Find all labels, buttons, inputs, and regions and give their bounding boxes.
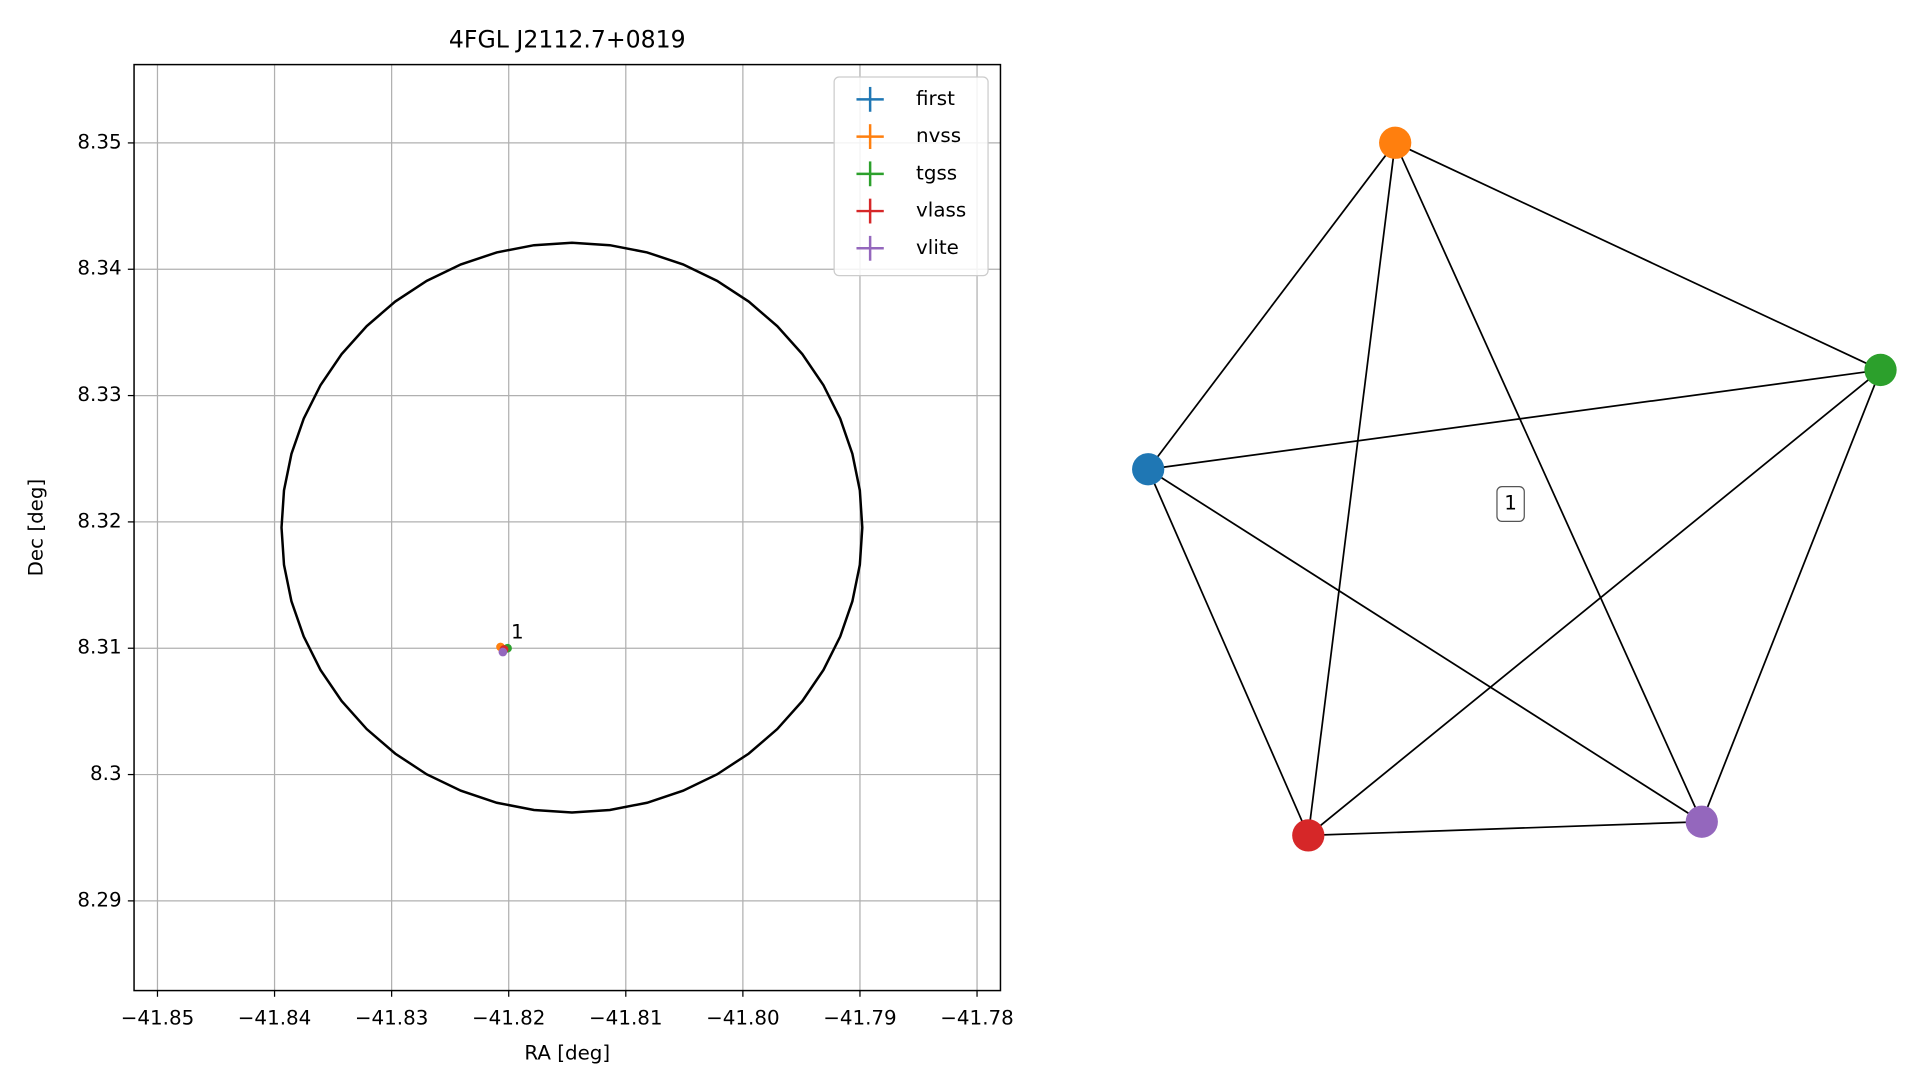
graph-label: 1 xyxy=(1504,492,1517,515)
node xyxy=(1132,453,1165,486)
node xyxy=(1292,819,1325,852)
edge xyxy=(1307,369,1882,837)
x-tick-label: −41.79 xyxy=(823,1007,896,1030)
y-tick-label: 8.35 xyxy=(77,130,121,153)
y-tick-label: 8.34 xyxy=(77,257,121,280)
edge xyxy=(1147,468,1310,836)
edge xyxy=(1147,468,1703,823)
y-tick-label: 8.3 xyxy=(90,762,122,785)
legend-label: tgss xyxy=(916,161,957,184)
node xyxy=(1379,126,1412,159)
region-ellipse xyxy=(280,241,864,814)
y-tick-label: 8.31 xyxy=(77,636,121,659)
edge xyxy=(1700,369,1882,823)
plot-frame xyxy=(133,63,1002,992)
legend-label: first xyxy=(916,87,955,110)
edge xyxy=(1147,142,1396,470)
x-tick-label: −41.84 xyxy=(238,1007,312,1030)
x-tick-label: −41.82 xyxy=(472,1007,546,1030)
y-axis-label: Dec [deg] xyxy=(25,479,48,577)
x-tick-label: −41.81 xyxy=(589,1007,663,1030)
legend-label: vlass xyxy=(916,199,966,222)
legend-label: vlite xyxy=(916,236,959,259)
edge xyxy=(1394,142,1881,371)
y-tick-label: 8.29 xyxy=(77,888,121,911)
x-tick-label: −41.85 xyxy=(121,1007,195,1030)
edge xyxy=(1148,369,1881,471)
edge xyxy=(1394,142,1703,823)
point xyxy=(498,647,508,657)
annotation: 1 xyxy=(511,621,524,644)
y-tick-label: 8.32 xyxy=(77,509,121,532)
chart-title: 4FGL J2112.7+0819 xyxy=(449,26,686,54)
edge xyxy=(1308,820,1702,837)
x-tick-label: −41.83 xyxy=(355,1007,429,1030)
x-tick-label: −41.78 xyxy=(940,1007,1014,1030)
legend-label: nvss xyxy=(916,124,961,147)
y-tick-label: 8.33 xyxy=(77,383,121,406)
edge xyxy=(1307,142,1397,836)
legend-box xyxy=(833,76,989,277)
node xyxy=(1685,805,1718,838)
node xyxy=(1864,353,1897,387)
x-axis-label: RA [deg] xyxy=(524,1041,610,1064)
label-box xyxy=(1496,486,1525,523)
x-tick-label: −41.80 xyxy=(706,1007,780,1030)
